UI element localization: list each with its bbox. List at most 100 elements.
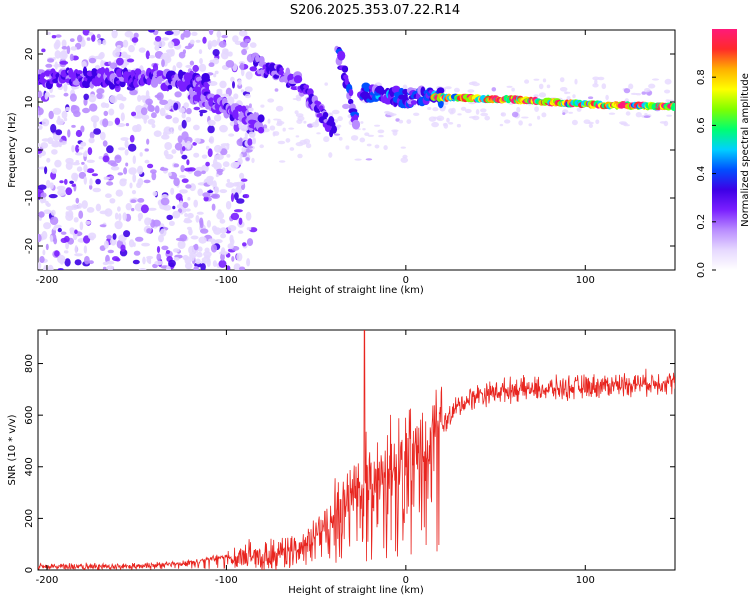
noise-cell — [153, 130, 162, 137]
noise-cell — [57, 268, 64, 270]
ridge-cell — [273, 74, 280, 79]
noise-cell — [288, 127, 295, 130]
noise-cell — [83, 176, 88, 185]
noise-cell — [472, 115, 480, 121]
noise-cell — [112, 49, 120, 58]
noise-cell — [182, 49, 186, 54]
noise-cell — [59, 180, 64, 184]
noise-cell — [666, 114, 672, 117]
snr-y-label: SNR (10 * v/v) — [7, 414, 18, 485]
noise-cell — [328, 112, 334, 118]
colorbar-tick-label: 0.0 — [696, 262, 707, 278]
noise-cell — [181, 154, 188, 160]
colorbar: 0.0 0.2 0.4 0.6 0.8 Normalized spectral ampl… — [696, 29, 750, 278]
noise-cell — [248, 107, 254, 112]
ridge-cell — [236, 104, 243, 112]
noise-cell — [179, 200, 183, 207]
noise-cell — [541, 112, 547, 118]
noise-cell — [132, 173, 137, 183]
noise-cell — [102, 118, 109, 128]
noise-cell — [263, 124, 268, 130]
noise-cell — [75, 197, 80, 204]
noise-cell — [448, 108, 454, 114]
noise-cell — [377, 129, 385, 134]
noise-cell — [122, 39, 129, 48]
noise-cell — [345, 145, 350, 150]
noise-cell — [177, 240, 186, 250]
noise-cell — [297, 153, 303, 159]
noise-cell — [120, 178, 128, 182]
noise-cell — [202, 36, 207, 44]
noise-cell — [499, 123, 504, 127]
noise-cell — [219, 218, 226, 224]
noise-cell — [161, 37, 169, 41]
noise-cell — [247, 138, 253, 146]
noise-cell — [63, 92, 69, 97]
noise-cell — [296, 97, 302, 102]
noise-cell — [135, 236, 144, 242]
noise-cell — [215, 173, 219, 178]
noise-cell — [119, 103, 125, 110]
noise-cell — [362, 128, 366, 131]
snr-x-label: Height of straight line (km) — [288, 585, 424, 596]
noise-cell — [81, 161, 85, 165]
x-tick-label: 0 — [403, 275, 409, 286]
noise-cell — [453, 87, 460, 93]
noise-cell — [60, 50, 68, 58]
noise-cell — [172, 205, 176, 210]
noise-cell — [147, 163, 154, 169]
noise-cell — [471, 81, 478, 84]
noise-cell — [226, 154, 231, 158]
noise-cell — [51, 35, 57, 39]
noise-cell — [267, 98, 275, 103]
noise-cell — [641, 91, 647, 95]
noise-cell — [227, 225, 237, 232]
noise-cell — [54, 50, 61, 59]
noise-cell — [172, 65, 177, 73]
noise-cell — [413, 112, 420, 117]
colorbar-tick-label: 0.8 — [696, 69, 707, 85]
noise-cell — [193, 106, 201, 111]
noise-cell — [99, 245, 106, 252]
noise-cell — [207, 190, 214, 194]
noise-cell — [45, 179, 51, 189]
noise-cell — [601, 83, 607, 90]
noise-cell — [194, 137, 201, 144]
noise-cell — [623, 124, 630, 127]
noise-cell — [189, 252, 197, 259]
noise-cell — [491, 87, 497, 92]
noise-cell — [46, 157, 51, 163]
noise-cell — [125, 123, 130, 127]
noise-cell — [511, 111, 519, 118]
ridge-cell — [249, 66, 258, 72]
noise-cell — [74, 229, 78, 235]
noise-cell — [86, 37, 91, 41]
noise-cell — [185, 64, 192, 68]
noise-cell — [102, 39, 107, 46]
noise-cell — [108, 108, 115, 116]
noise-cell — [244, 38, 251, 43]
noise-cell — [164, 103, 172, 111]
noise-cell — [269, 125, 276, 131]
noise-cell — [267, 118, 271, 124]
noise-cell — [241, 48, 248, 56]
noise-cell — [89, 184, 93, 190]
noise-cell — [239, 172, 245, 180]
noise-cell — [210, 244, 218, 253]
noise-cell — [242, 242, 247, 247]
noise-cell — [303, 138, 311, 145]
noise-cell — [53, 237, 58, 245]
noise-cell — [128, 44, 135, 53]
noise-cell — [117, 206, 121, 212]
noise-cell — [107, 249, 115, 254]
noise-cell — [221, 34, 228, 39]
ridge-cell — [341, 65, 349, 73]
noise-cell — [190, 235, 199, 240]
noise-cell — [231, 256, 235, 262]
noise-cell — [148, 105, 155, 112]
ridge-cell — [97, 73, 102, 78]
noise-cell — [112, 233, 117, 240]
noise-cell — [212, 57, 220, 65]
